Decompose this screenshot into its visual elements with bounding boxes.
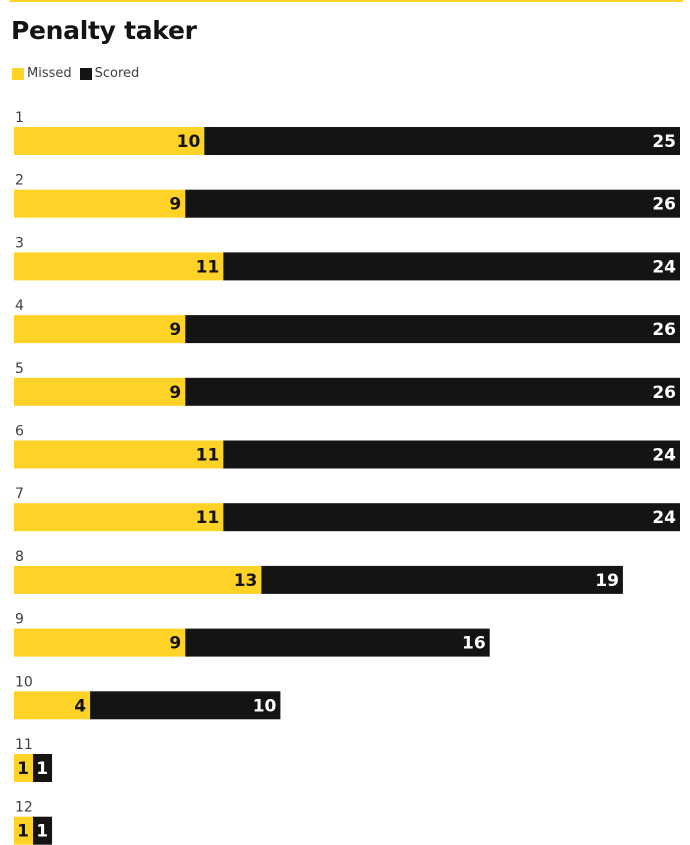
row-label-9: 9 <box>15 612 24 628</box>
legend-swatch-missed <box>12 67 24 80</box>
value-missed-4: 9 <box>169 320 181 340</box>
bar-missed-6 <box>14 440 224 469</box>
bar-scored-7 <box>223 503 681 532</box>
row-label-12: 12 <box>15 800 33 816</box>
chart-title: Penalty taker <box>11 16 197 45</box>
bar-scored-10 <box>90 691 281 720</box>
value-missed-10: 4 <box>74 696 86 716</box>
row-label-5: 5 <box>15 361 24 377</box>
row-label-10: 10 <box>15 674 33 690</box>
bar-scored-12 <box>33 816 53 845</box>
value-missed-12: 1 <box>17 822 29 842</box>
bar-missed-5 <box>14 377 186 406</box>
legend-label-missed: Missed <box>27 66 72 81</box>
value-missed-7: 11 <box>196 508 220 528</box>
row-label-7: 7 <box>15 486 24 502</box>
value-missed-3: 11 <box>196 257 220 277</box>
value-missed-6: 11 <box>196 446 220 466</box>
value-missed-2: 9 <box>169 195 181 215</box>
value-scored-8: 19 <box>595 571 619 591</box>
value-missed-1: 10 <box>177 132 201 152</box>
value-scored-3: 24 <box>652 257 676 277</box>
bar-scored-1 <box>204 127 681 155</box>
bar-missed-11 <box>14 754 34 782</box>
value-scored-6: 24 <box>652 446 676 466</box>
bar-scored-11 <box>33 754 53 782</box>
row-label-3: 3 <box>15 235 24 251</box>
bar-scored-9 <box>185 628 490 657</box>
bar-missed-1 <box>14 127 205 155</box>
value-scored-10: 10 <box>253 696 277 716</box>
bar-scored-3 <box>223 252 681 281</box>
legend-label-scored: Scored <box>94 66 140 81</box>
value-scored-9: 16 <box>462 634 486 654</box>
bar-missed-9 <box>14 628 186 657</box>
value-scored-12: 1 <box>36 822 48 842</box>
row-label-8: 8 <box>15 549 24 565</box>
value-missed-5: 9 <box>169 383 181 403</box>
bar-scored-6 <box>223 440 681 469</box>
bar-missed-12 <box>14 816 34 845</box>
value-scored-5: 26 <box>652 383 676 403</box>
row-label-2: 2 <box>15 173 24 189</box>
legend: Missed Scored <box>12 66 147 81</box>
bar-scored-2 <box>185 189 680 218</box>
row-label-11: 11 <box>15 737 33 753</box>
bar-missed-3 <box>14 252 224 281</box>
legend-item-missed: Missed <box>12 66 72 81</box>
row-label-4: 4 <box>15 298 24 314</box>
value-scored-1: 25 <box>652 132 676 152</box>
value-scored-7: 24 <box>652 508 676 528</box>
bar-scored-4 <box>185 315 680 344</box>
bar-missed-8 <box>14 565 262 594</box>
value-missed-9: 9 <box>169 634 181 654</box>
top-accent-line <box>10 0 683 2</box>
bar-scored-8 <box>261 565 623 594</box>
bar-missed-7 <box>14 503 224 532</box>
bar-missed-4 <box>14 315 186 344</box>
legend-swatch-scored <box>79 67 92 80</box>
legend-item-scored: Scored <box>79 66 140 81</box>
value-scored-11: 1 <box>36 759 48 779</box>
bar-scored-5 <box>185 377 680 406</box>
value-missed-8: 13 <box>234 571 258 591</box>
value-missed-11: 1 <box>17 759 29 779</box>
bar-missed-2 <box>14 189 186 218</box>
value-scored-2: 26 <box>652 195 676 215</box>
value-scored-4: 26 <box>652 320 676 340</box>
row-label-1: 1 <box>15 110 24 126</box>
row-label-6: 6 <box>15 424 24 440</box>
bar-missed-10 <box>14 691 91 720</box>
